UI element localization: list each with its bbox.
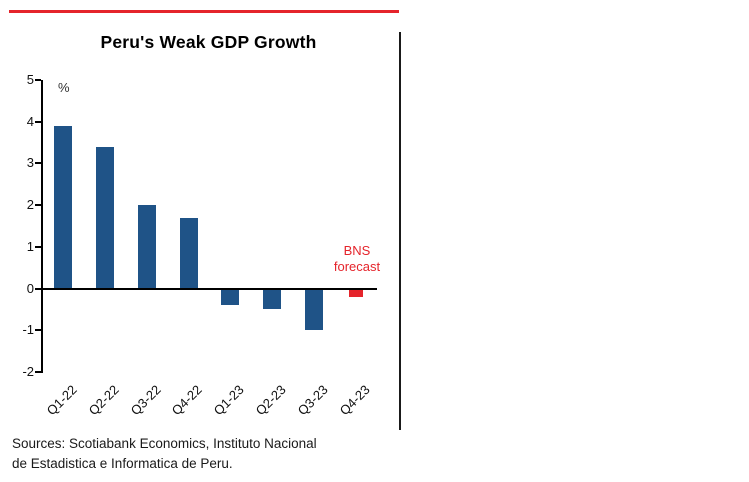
x-tick-label-Q2-22: Q2-22	[85, 382, 122, 419]
y-axis-line	[41, 80, 43, 373]
x-tick-label-Q3-23: Q3-23	[294, 382, 331, 419]
x-tick-label-Q4-23: Q4-23	[336, 382, 373, 419]
x-tick-label-Q3-22: Q3-22	[127, 382, 164, 419]
y-axis-tick	[35, 162, 41, 165]
y-axis-tick-label: -2	[22, 364, 34, 379]
x-tick-label-Q1-23: Q1-23	[210, 382, 248, 419]
bar-Q1-23	[221, 288, 240, 306]
y-axis-tick	[35, 371, 41, 373]
sources-note: Sources: Scotiabank Economics, Instituto…	[12, 434, 317, 474]
top-red-rule	[9, 10, 399, 13]
column-divider	[399, 32, 401, 430]
y-axis-tick-label: 2	[26, 197, 34, 213]
bar-Q2-22	[95, 146, 114, 289]
y-axis-tick	[35, 329, 41, 332]
x-tick-label-Q2-23: Q2-23	[252, 382, 289, 419]
x-tick-label-Q4-22: Q4-22	[169, 382, 206, 419]
y-axis-tick-label: -1	[22, 322, 34, 338]
plot-area: % BNS forecast -2 -1 0 1 2 3 4 5 Q1-22 Q2-22 Q3-22…	[22, 72, 380, 418]
y-axis-unit-label: %	[58, 80, 70, 95]
bar-Q4-23	[349, 288, 364, 297]
y-axis-tick-label: 1	[26, 238, 34, 254]
y-axis-tick-label: 0	[26, 280, 34, 296]
y-axis-tick	[35, 120, 41, 123]
zero-baseline	[42, 287, 377, 290]
y-axis-tick-label: 5	[26, 72, 34, 87]
bar-Q1-22	[53, 125, 72, 289]
sources-line-2: de Estadistica e Informatica de Peru.	[12, 456, 233, 471]
chart-title: Peru's Weak GDP Growth	[100, 32, 317, 52]
bns-forecast-annotation: BNS forecast	[333, 243, 381, 274]
bar-Q4-22	[179, 217, 198, 289]
sources-line-1: Sources: Scotiabank Economics, Instituto…	[12, 436, 317, 451]
y-axis-tick	[35, 287, 41, 290]
gdp-growth-chart: Peru's Weak GDP Growth % BNS forecast -2…	[10, 10, 399, 482]
bar-Q3-23	[305, 288, 324, 331]
x-tick-label-Q1-22: Q1-22	[43, 382, 80, 419]
y-axis-tick	[35, 245, 41, 248]
y-axis-tick	[35, 79, 41, 81]
bar-Q3-22	[137, 205, 156, 289]
y-axis-tick-label: 3	[26, 155, 34, 171]
y-axis-tick	[35, 204, 41, 207]
y-axis-tick-label: 4	[26, 113, 34, 129]
bar-Q2-23	[263, 288, 282, 310]
